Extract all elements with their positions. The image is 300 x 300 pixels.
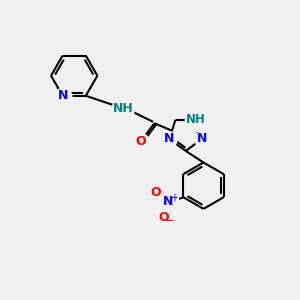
- Text: N: N: [197, 133, 207, 146]
- Text: N: N: [164, 133, 175, 146]
- Text: +: +: [169, 193, 178, 202]
- Text: NH: NH: [113, 102, 134, 115]
- Text: O: O: [151, 186, 161, 199]
- Text: N: N: [57, 89, 68, 102]
- Text: NH: NH: [186, 113, 206, 126]
- Text: O: O: [136, 135, 146, 148]
- Text: −: −: [164, 216, 174, 226]
- Text: N: N: [164, 195, 174, 208]
- Text: O: O: [159, 211, 170, 224]
